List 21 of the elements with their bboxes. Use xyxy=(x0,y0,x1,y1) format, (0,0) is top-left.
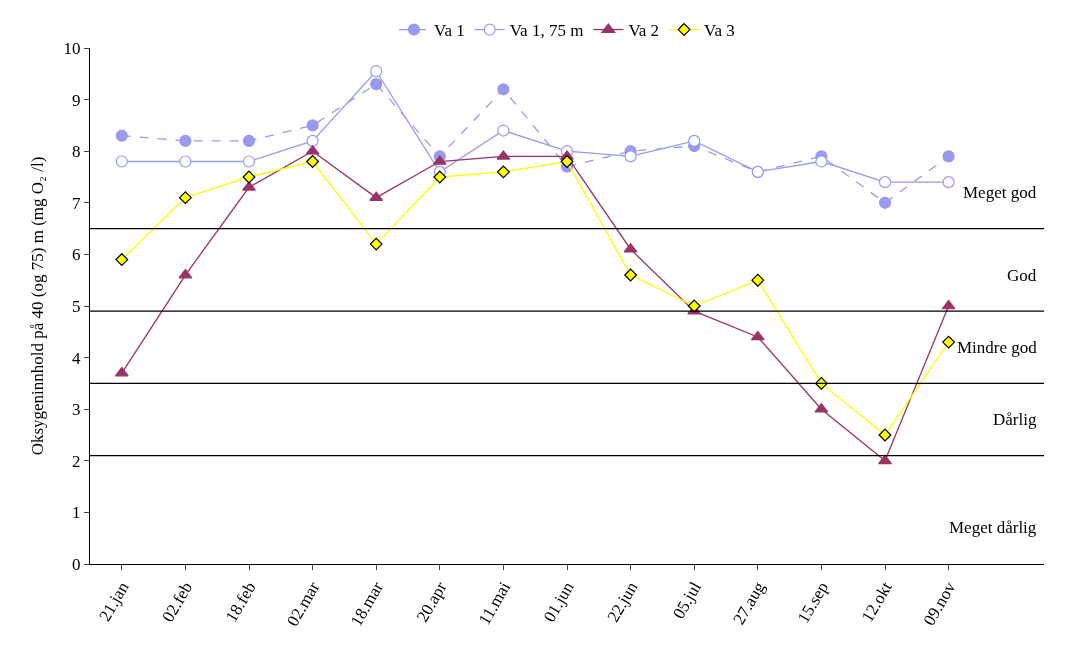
y-tick-label: 8 xyxy=(72,142,81,162)
legend-label: Va 3 xyxy=(704,21,735,41)
y-tick-label: 6 xyxy=(72,245,81,265)
y-tick-label: 9 xyxy=(72,90,81,110)
y-tick-label: 7 xyxy=(72,193,82,213)
legend-label: Va 1 xyxy=(434,21,465,41)
y-tick-label: 2 xyxy=(72,451,81,471)
y-tick-label: 10 xyxy=(63,38,81,58)
annotation: Meget god xyxy=(963,183,1037,202)
annotation: Mindre god xyxy=(957,338,1038,357)
y-tick-label: 3 xyxy=(72,400,81,420)
y-axis-title: Oksygeninnhold på 40 (og 75) m (mg O₂ /l) xyxy=(28,156,48,456)
y-tick-label: 5 xyxy=(72,296,81,316)
legend-label: Va 1, 75 m xyxy=(509,21,584,41)
text: Dårlig xyxy=(993,410,1037,429)
legend-label: Va 2 xyxy=(628,21,660,41)
y-tick-label: 1 xyxy=(72,503,81,523)
y-tick-label: 0 xyxy=(72,554,81,574)
annotation: Meget dårlig xyxy=(949,518,1037,537)
text: God xyxy=(1007,266,1037,285)
y-tick-label: 4 xyxy=(72,348,82,368)
